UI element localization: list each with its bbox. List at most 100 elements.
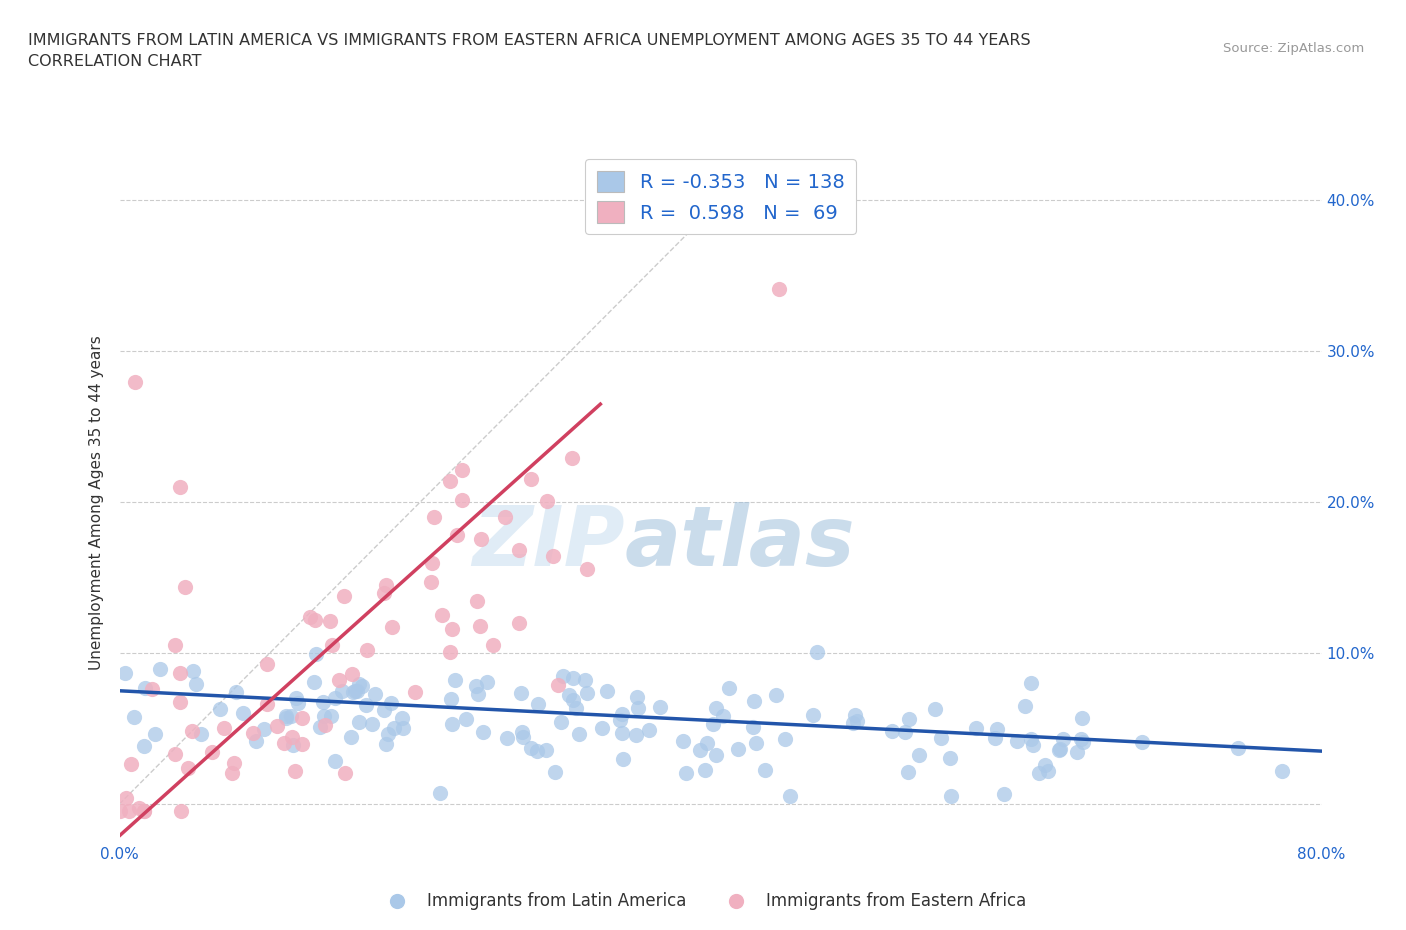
Point [391, 711, 413, 725]
Point [609, 712, 631, 727]
Point [1028, 766, 1050, 781]
Point [356, 643, 378, 658]
Point [181, 664, 204, 679]
Point [404, 684, 426, 699]
Point [373, 703, 395, 718]
Point [364, 686, 387, 701]
Point [467, 594, 489, 609]
Point [319, 708, 342, 723]
Point [312, 709, 335, 724]
Point [340, 667, 363, 682]
Y-axis label: Unemployment Among Ages 35 to 44 years: Unemployment Among Ages 35 to 44 years [89, 335, 104, 670]
Point [181, 724, 204, 738]
Point [564, 700, 586, 715]
Point [894, 724, 917, 739]
Point [373, 586, 395, 601]
Point [350, 679, 373, 694]
Point [291, 711, 314, 725]
Point [939, 789, 962, 804]
Point [420, 575, 443, 590]
Point [568, 726, 591, 741]
Point [114, 665, 136, 680]
Point [779, 789, 801, 804]
Text: CORRELATION CHART: CORRELATION CHART [28, 54, 201, 69]
Point [456, 712, 478, 727]
Point [420, 555, 443, 570]
Point [120, 757, 142, 772]
Point [284, 764, 307, 778]
Point [380, 696, 402, 711]
Point [742, 719, 765, 734]
Point [177, 761, 200, 776]
Point [844, 708, 866, 723]
Point [704, 700, 727, 715]
Point [441, 622, 464, 637]
Point [163, 638, 186, 653]
Point [143, 727, 166, 742]
Point [1019, 731, 1042, 746]
Text: atlas: atlas [624, 502, 855, 583]
Point [381, 619, 404, 634]
Point [1226, 740, 1249, 755]
Point [323, 753, 346, 768]
Point [626, 690, 648, 705]
Point [422, 510, 444, 525]
Point [134, 681, 156, 696]
Text: ZIP: ZIP [472, 502, 624, 583]
Point [333, 766, 356, 781]
Point [349, 677, 371, 692]
Point [939, 751, 962, 765]
Point [510, 724, 533, 739]
Point [612, 751, 634, 766]
Point [574, 672, 596, 687]
Point [124, 374, 146, 389]
Point [328, 672, 350, 687]
Point [696, 736, 718, 751]
Point [225, 684, 247, 699]
Point [298, 609, 321, 624]
Point [169, 804, 191, 819]
Point [561, 450, 583, 465]
Point [375, 578, 398, 592]
Point [965, 721, 987, 736]
Point [276, 711, 298, 725]
Point [576, 562, 599, 577]
Point [256, 697, 278, 711]
Point [1070, 711, 1092, 725]
Point [727, 742, 749, 757]
Point [321, 638, 343, 653]
Point [672, 734, 695, 749]
Point [880, 724, 903, 738]
Point [543, 549, 565, 564]
Point [1070, 731, 1092, 746]
Point [439, 474, 461, 489]
Point [208, 702, 231, 717]
Point [392, 721, 415, 736]
Point [281, 729, 304, 744]
Point [108, 804, 131, 819]
Point [1066, 745, 1088, 760]
Point [115, 790, 138, 805]
Point [118, 804, 141, 819]
Point [377, 727, 399, 742]
Point [846, 713, 869, 728]
Point [689, 743, 711, 758]
Legend: R = -0.353   N = 138, R =  0.598   N =  69: R = -0.353 N = 138, R = 0.598 N = 69 [585, 159, 856, 234]
Point [468, 618, 491, 633]
Point [266, 719, 288, 734]
Point [212, 721, 235, 736]
Point [482, 638, 505, 653]
Point [610, 706, 633, 721]
Point [311, 695, 333, 710]
Point [547, 677, 569, 692]
Point [302, 674, 325, 689]
Point [430, 607, 453, 622]
Point [536, 493, 558, 508]
Text: IMMIGRANTS FROM LATIN AMERICA VS IMMIGRANTS FROM EASTERN AFRICA UNEMPLOYMENT AMO: IMMIGRANTS FROM LATIN AMERICA VS IMMIGRA… [28, 33, 1031, 47]
Point [242, 725, 264, 740]
Point [986, 722, 1008, 737]
Point [382, 720, 405, 735]
Point [519, 472, 541, 486]
Point [356, 698, 378, 712]
Point [1047, 742, 1070, 757]
